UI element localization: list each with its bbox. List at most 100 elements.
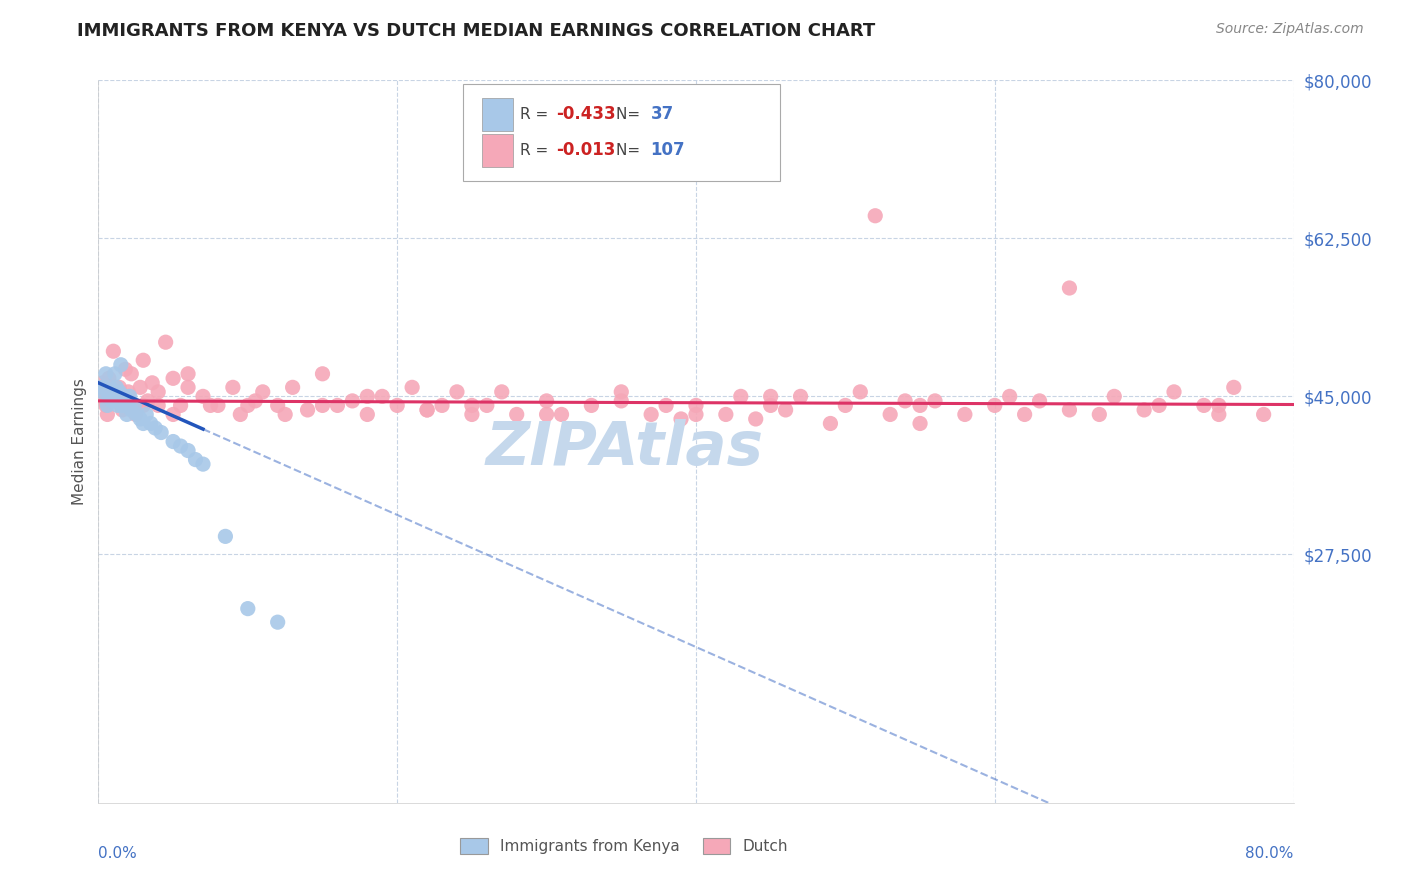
Point: [98, 380, 122, 394]
Point: [1163, 384, 1185, 399]
Point: [155, 335, 177, 350]
Point: [97, 389, 120, 403]
Point: [1192, 398, 1215, 412]
Point: [1147, 398, 1170, 412]
Point: [135, 408, 157, 422]
Text: IMMIGRANTS FROM KENYA VS DUTCH MEDIAN EARNINGS CORRELATION CHART: IMMIGRANTS FROM KENYA VS DUTCH MEDIAN EA…: [77, 22, 876, 40]
Point: [685, 408, 707, 422]
Point: [865, 209, 887, 223]
Point: [446, 384, 468, 399]
Point: [834, 398, 856, 412]
Point: [96, 398, 118, 412]
Point: [953, 408, 976, 422]
Point: [297, 403, 319, 417]
Point: [924, 393, 946, 408]
Point: [184, 452, 207, 467]
Point: [104, 389, 127, 403]
Point: [475, 398, 498, 412]
Text: ZIPAtlas: ZIPAtlas: [485, 419, 763, 478]
Text: 107: 107: [651, 141, 685, 160]
Point: [169, 398, 191, 412]
Point: [108, 380, 131, 394]
Point: [1253, 408, 1275, 422]
Point: [97, 371, 120, 385]
Point: [1014, 408, 1036, 422]
Point: [93, 380, 115, 394]
Text: R =: R =: [520, 143, 554, 158]
Point: [177, 443, 200, 458]
Point: [191, 389, 214, 403]
Text: N=: N=: [616, 143, 645, 158]
Point: [200, 398, 222, 412]
Point: [101, 393, 124, 408]
Point: [908, 417, 931, 431]
Point: [536, 408, 558, 422]
Point: [640, 408, 662, 422]
Point: [132, 353, 155, 368]
Point: [984, 398, 1007, 412]
Point: [714, 408, 737, 422]
Point: [141, 376, 163, 390]
Point: [610, 393, 633, 408]
Point: [143, 421, 166, 435]
Point: [150, 425, 173, 440]
Point: [1208, 398, 1230, 412]
Text: -0.433: -0.433: [557, 105, 616, 123]
Point: [132, 398, 155, 412]
Point: [1208, 408, 1230, 422]
Point: [669, 412, 692, 426]
Point: [281, 380, 304, 394]
Point: [685, 398, 707, 412]
Point: [94, 398, 117, 412]
Point: [1133, 403, 1156, 417]
Point: [101, 384, 124, 399]
Point: [236, 601, 259, 615]
Point: [879, 408, 901, 422]
Point: [998, 389, 1021, 403]
Point: [342, 393, 364, 408]
Point: [136, 393, 159, 408]
Point: [111, 398, 134, 412]
Point: [274, 408, 297, 422]
Point: [759, 389, 782, 403]
Point: [789, 389, 811, 403]
Text: R =: R =: [520, 107, 554, 121]
Point: [356, 408, 378, 422]
Point: [114, 362, 136, 376]
Point: [610, 384, 633, 399]
Text: 0.0%: 0.0%: [98, 847, 138, 861]
Point: [148, 384, 170, 399]
Point: [401, 380, 423, 394]
Point: [491, 384, 513, 399]
Point: [114, 389, 136, 403]
Point: [162, 371, 184, 385]
Point: [117, 384, 139, 399]
Point: [112, 393, 135, 408]
Point: [148, 398, 170, 412]
Point: [371, 389, 394, 403]
Point: [117, 389, 139, 403]
Point: [820, 417, 842, 431]
Point: [894, 393, 917, 408]
Point: [169, 439, 191, 453]
Point: [104, 367, 127, 381]
Point: [229, 408, 252, 422]
FancyBboxPatch shape: [463, 84, 780, 181]
Point: [118, 389, 141, 403]
Point: [96, 408, 118, 422]
Point: [416, 403, 439, 417]
Point: [91, 376, 114, 390]
Point: [1223, 380, 1246, 394]
Point: [91, 384, 114, 399]
Point: [385, 398, 409, 412]
Point: [124, 398, 146, 412]
Point: [1028, 393, 1050, 408]
Point: [132, 417, 155, 431]
Point: [759, 398, 782, 412]
Point: [245, 393, 267, 408]
Point: [90, 389, 112, 403]
Y-axis label: Median Earnings: Median Earnings: [72, 378, 87, 505]
Point: [416, 403, 439, 417]
Point: [177, 367, 200, 381]
Text: Source: ZipAtlas.com: Source: ZipAtlas.com: [1216, 22, 1364, 37]
